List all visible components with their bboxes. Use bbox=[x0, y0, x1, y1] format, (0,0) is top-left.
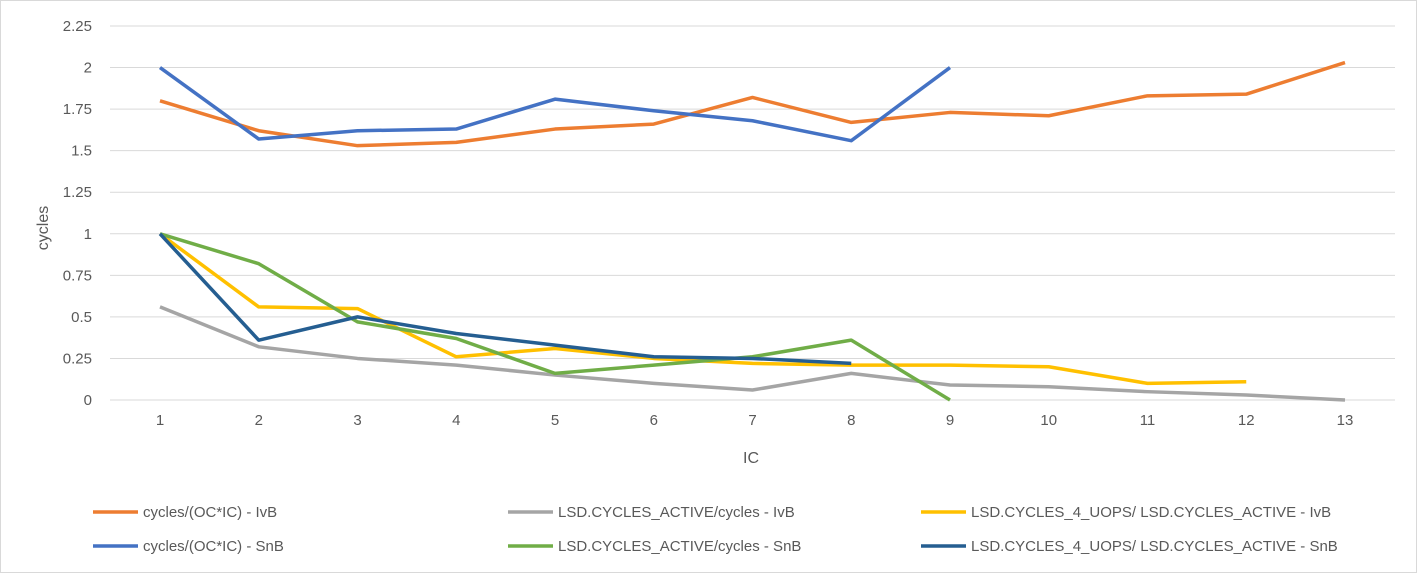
y-tick-label: 1.5 bbox=[71, 143, 92, 160]
x-tick-label: 7 bbox=[748, 412, 756, 429]
series-line-3 bbox=[158, 66, 952, 143]
x-tick-label: 8 bbox=[847, 412, 855, 429]
x-axis-label: IC bbox=[743, 450, 759, 467]
x-tick-label: 3 bbox=[353, 412, 361, 429]
x-tick-label: 4 bbox=[452, 412, 460, 429]
y-tick-label: 0 bbox=[84, 392, 92, 409]
legend: cycles/(OC*IC) - IvB LSD.CYCLES_ACTIVE/cy… bbox=[93, 504, 1338, 555]
x-tick-label: 6 bbox=[650, 412, 658, 429]
series-line-5 bbox=[158, 232, 852, 366]
legend-label: LSD.CYCLES_4_UOPS/ LSD.CYCLES_ACTIVE - S… bbox=[971, 538, 1338, 555]
legend-label: cycles/(OC*IC) - IvB bbox=[143, 504, 277, 521]
legend-label: LSD.CYCLES_4_UOPS/ LSD.CYCLES_ACTIVE - I… bbox=[971, 504, 1331, 521]
y-tick-label: 0.25 bbox=[63, 350, 92, 367]
x-tick-label: 11 bbox=[1140, 412, 1156, 429]
series-line-0 bbox=[159, 60, 1346, 148]
y-tick-label: 1.75 bbox=[63, 101, 92, 118]
y-tick-label: 0.5 bbox=[71, 309, 92, 326]
y-tick-labels: 0 0.25 0.5 0.75 1 1.25 1.5 1.75 2 2.25 bbox=[63, 18, 92, 409]
legend-label: LSD.CYCLES_ACTIVE/cycles - SnB bbox=[558, 538, 801, 555]
x-tick-label: 10 bbox=[1040, 412, 1057, 429]
series-lines bbox=[158, 60, 1346, 402]
y-tick-label: 1 bbox=[84, 226, 92, 243]
gridlines bbox=[110, 25, 1395, 401]
legend-label: LSD.CYCLES_ACTIVE/cycles - IvB bbox=[558, 504, 795, 521]
x-tick-label: 13 bbox=[1337, 412, 1354, 429]
y-axis-label: cycles bbox=[35, 206, 52, 250]
series-line-4 bbox=[159, 232, 951, 402]
x-tick-labels: 1 2 3 4 5 6 7 8 9 10 11 12 13 bbox=[156, 412, 1354, 429]
legend-label: cycles/(OC*IC) - SnB bbox=[143, 538, 284, 555]
series-line-1 bbox=[159, 305, 1346, 402]
x-tick-label: 12 bbox=[1238, 412, 1255, 429]
x-tick-label: 1 bbox=[156, 412, 164, 429]
y-tick-label: 1.25 bbox=[63, 184, 92, 201]
y-tick-label: 2.25 bbox=[63, 18, 92, 35]
x-tick-label: 9 bbox=[946, 412, 954, 429]
x-tick-label: 2 bbox=[255, 412, 263, 429]
y-tick-label: 0.75 bbox=[63, 267, 92, 284]
y-tick-label: 2 bbox=[84, 60, 92, 77]
x-tick-label: 5 bbox=[551, 412, 559, 429]
